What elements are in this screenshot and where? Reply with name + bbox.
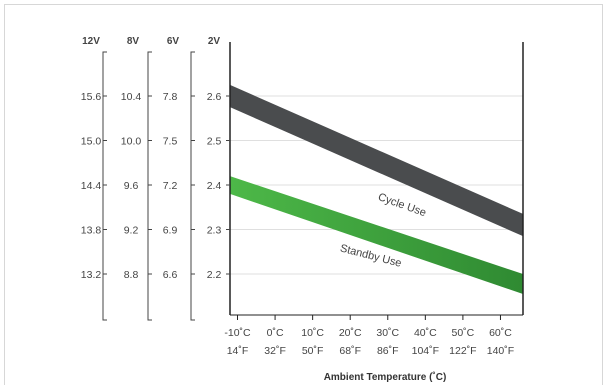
x-tick-label-celsius: -10˚C: [224, 327, 251, 339]
y-tick-label-12v: 13.8: [81, 225, 102, 237]
x-tick-label-celsius: 50˚C: [452, 327, 475, 339]
y-axis-header-8v: 8V: [127, 36, 140, 47]
standby-use-band: [230, 176, 523, 295]
y-axis-header-2v: 2V: [208, 36, 221, 47]
y-tick-label-12v: 13.2: [81, 269, 102, 281]
y-tick-label-12v: 15.6: [81, 91, 102, 103]
y-axis-bracket-8v: [147, 51, 152, 321]
x-tick-label-fahrenheit: 68˚F: [339, 345, 361, 357]
x-tick-label-fahrenheit: 32˚F: [264, 345, 286, 357]
y-axis-bracket-12v: [102, 51, 107, 321]
series-label: Cycle Use: [376, 191, 427, 219]
y-tick-label-2v: 2.3: [207, 225, 222, 237]
y-tick-label-2v: 2.2: [207, 269, 222, 281]
chart-frame: [4, 4, 603, 385]
y-axis-bracket-6v: [190, 51, 195, 321]
x-tick-label-fahrenheit: 122˚F: [449, 345, 476, 357]
y-axis-header-12v: 12V: [82, 36, 100, 47]
y-tick-label-6v: 7.5: [163, 136, 178, 148]
x-tick-label-celsius: 40˚C: [414, 327, 437, 339]
y-tick-label-6v: 6.6: [163, 269, 178, 281]
y-tick-label-8v: 10.0: [121, 136, 142, 148]
y-tick-label-2v: 2.4: [207, 180, 222, 192]
y-tick-label-2v: 2.5: [207, 136, 222, 148]
y-tick-label-6v: 7.8: [163, 91, 178, 103]
x-tick-label-fahrenheit: 14˚F: [227, 345, 249, 357]
y-tick-label-12v: 14.4: [81, 180, 102, 192]
x-tick-label-celsius: 0˚C: [267, 327, 284, 339]
x-tick-label-fahrenheit: 104˚F: [412, 345, 439, 357]
x-tick-label-celsius: 20˚C: [339, 327, 362, 339]
y-tick-label-2v: 2.6: [207, 91, 222, 103]
y-tick-label-8v: 8.8: [124, 269, 139, 281]
y-tick-label-8v: 9.2: [124, 225, 139, 237]
x-tick-label-fahrenheit: 140˚F: [487, 345, 514, 357]
y-tick-label-8v: 10.4: [121, 91, 142, 103]
y-tick-label-8v: 9.6: [124, 180, 139, 192]
cycle-use-band: [230, 84, 523, 237]
y-tick-label-6v: 6.9: [163, 225, 178, 237]
x-tick-label-fahrenheit: 86˚F: [377, 345, 399, 357]
x-tick-label-celsius: 60˚C: [489, 327, 512, 339]
y-tick-label-6v: 7.2: [163, 180, 178, 192]
x-tick-label-fahrenheit: 50˚F: [302, 345, 324, 357]
y-tick-label-12v: 15.0: [81, 136, 102, 148]
x-axis-title: Ambient Temperature (˚C): [324, 371, 447, 383]
x-tick-label-celsius: 10˚C: [301, 327, 324, 339]
x-tick-label-celsius: 30˚C: [376, 327, 399, 339]
y-axis-header-6v: 6V: [167, 36, 180, 47]
